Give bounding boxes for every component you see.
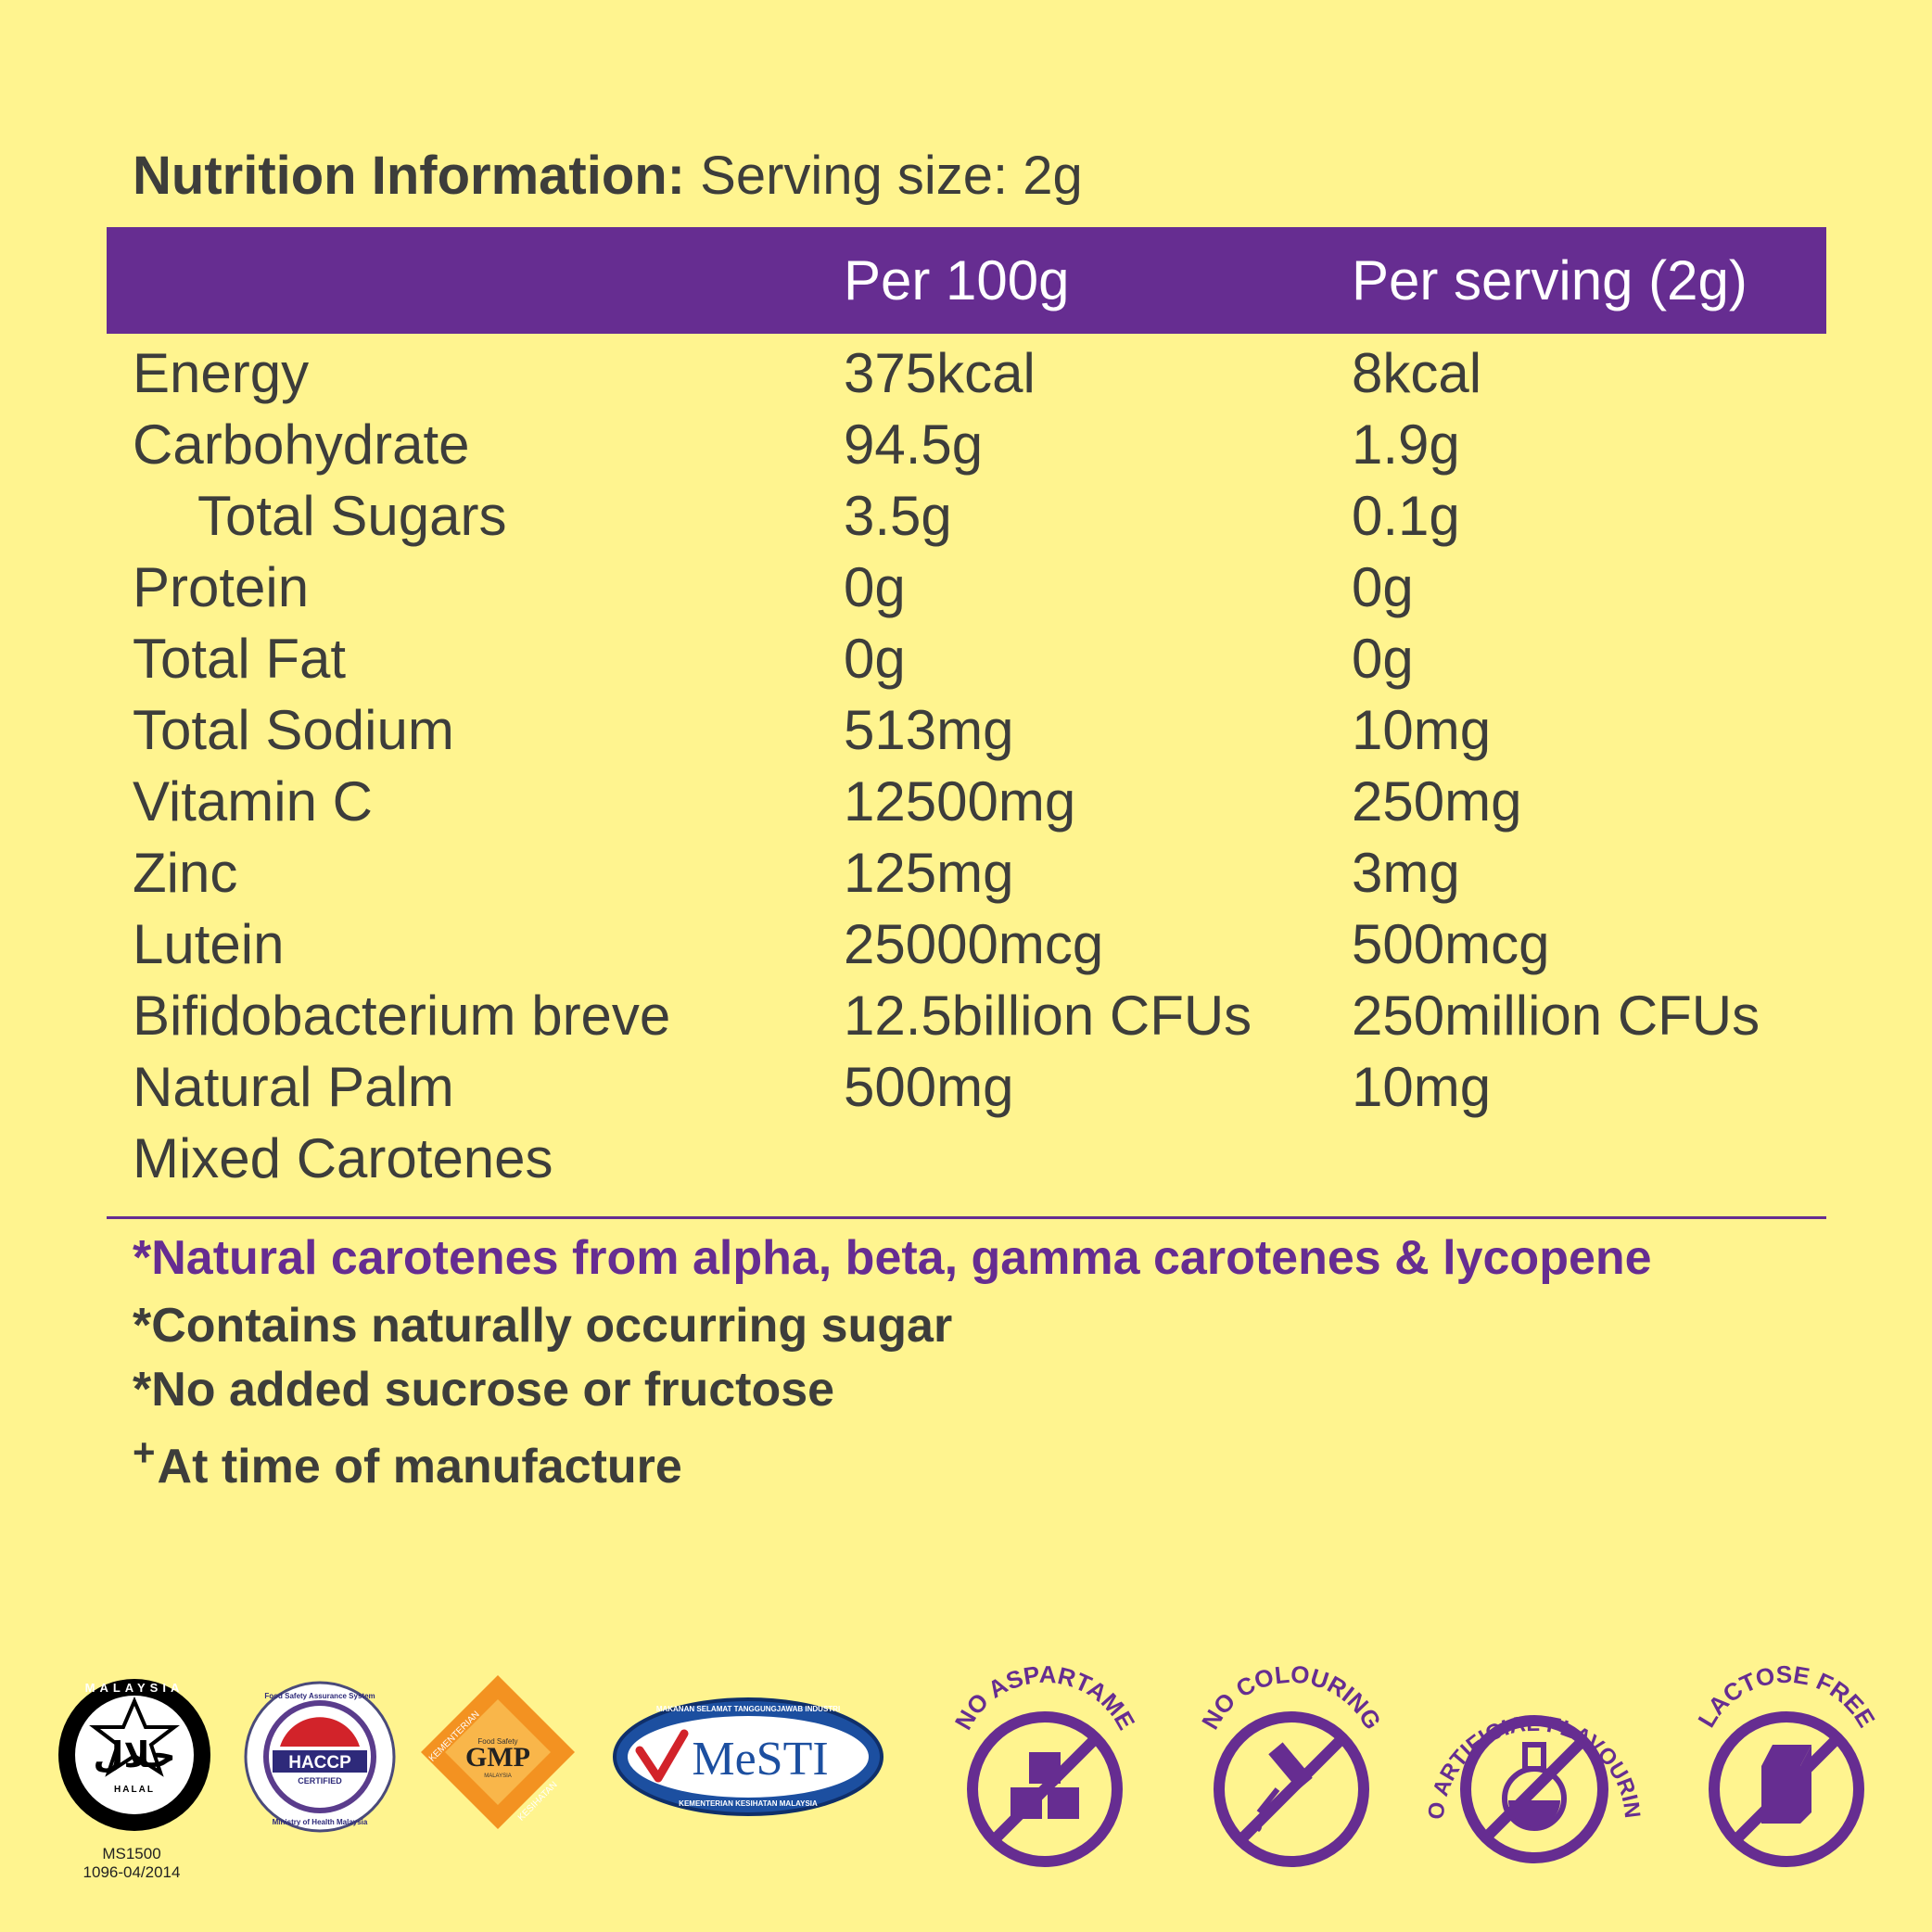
table-row: Lutein 25000mcg 500mcg bbox=[0, 909, 1932, 980]
gmp-small: Food Safety bbox=[477, 1737, 517, 1746]
note-manufacture-text: At time of manufacture bbox=[157, 1440, 682, 1493]
per-serving-value: 10mg bbox=[1352, 699, 1492, 761]
halal-code-1: MS1500 bbox=[102, 1845, 161, 1862]
per-100g-value: 12500mg bbox=[844, 770, 1076, 833]
per-serving-value: 0g bbox=[1352, 556, 1414, 618]
table-row: Energy 375kcal 8kcal bbox=[0, 337, 1932, 409]
svg-text:NO ASPARTAME: NO ASPARTAME bbox=[949, 1660, 1140, 1735]
per-100g-value: 375kcal bbox=[844, 342, 1036, 404]
halal-code-2: 1096-04/2014 bbox=[83, 1863, 181, 1881]
halal-arabic: حلال bbox=[93, 1735, 175, 1775]
badge-no-artificial-flavouring: NO ARTIFICIAL FLAVOURING bbox=[1423, 1659, 1645, 1863]
header-per-serving: Per serving (2g) bbox=[1352, 249, 1748, 311]
mesti-bottom-text: KEMENTERIAN KESIHATAN MALAYSIA bbox=[679, 1799, 818, 1808]
per-100g-value: 125mg bbox=[844, 842, 1014, 904]
per-100g-value: 3.5g bbox=[844, 485, 952, 547]
title-serving-size: Serving size: 2g bbox=[685, 146, 1083, 206]
badge-lactose-free: LACTOSE FREE bbox=[1692, 1660, 1881, 1867]
haccp-sub: CERTIFIED bbox=[298, 1776, 342, 1786]
milk-carton-icon bbox=[1761, 1745, 1811, 1824]
table-divider bbox=[107, 1216, 1826, 1219]
mesti-label: MeSTI bbox=[692, 1733, 828, 1786]
per-100g-value: 513mg bbox=[844, 699, 1014, 761]
table-row: Total Sodium 513mg 10mg bbox=[0, 694, 1932, 766]
per-serving-value: 0g bbox=[1352, 628, 1414, 690]
nutrient-name: Bifidobacterium breve bbox=[133, 985, 671, 1047]
table-row: Vitamin C 12500mg 250mg bbox=[0, 766, 1932, 837]
nutrition-title: Nutrition Information: Serving size: 2g bbox=[133, 139, 1083, 213]
per-100g-value: 94.5g bbox=[844, 413, 984, 476]
nutrient-name: Total Sodium bbox=[133, 699, 454, 761]
gmp-country: MALAYSIA bbox=[484, 1773, 512, 1779]
per-serving-value: 8kcal bbox=[1352, 342, 1482, 404]
nutrient-name: Total Fat bbox=[133, 628, 347, 690]
haccp-label: HACCP bbox=[288, 1753, 351, 1773]
per-serving-value: 500mcg bbox=[1352, 913, 1550, 975]
per-serving-value: 0.1g bbox=[1352, 485, 1460, 547]
nutrient-name: Zinc bbox=[133, 842, 238, 904]
table-header: Per 100g Per serving (2g) bbox=[107, 227, 1826, 334]
note-carotenes: *Natural carotenes from alpha, beta, gam… bbox=[133, 1231, 1652, 1285]
per-100g-value: 25000mcg bbox=[844, 913, 1104, 975]
halal-top-text: MALAYSIA bbox=[85, 1681, 184, 1695]
nutrient-name: Carbohydrate bbox=[133, 413, 470, 476]
per-serving-value: 3mg bbox=[1352, 842, 1460, 904]
per-100g-value: 12.5billion CFUs bbox=[844, 985, 1252, 1047]
title-bold: Nutrition Information: bbox=[133, 146, 686, 206]
plus-mark: + bbox=[133, 1430, 156, 1474]
nutrient-name: Lutein bbox=[133, 913, 285, 975]
haccp-ring-bottom: Ministry of Health Malaysia bbox=[273, 1818, 368, 1826]
gmp-label: GMP bbox=[465, 1742, 530, 1773]
badge-label: NO COLOURING bbox=[1196, 1660, 1387, 1735]
table-row: Total Sugars 3.5g 0.1g bbox=[0, 480, 1932, 552]
table-row: Zinc 125mg 3mg bbox=[0, 837, 1932, 909]
per-100g-value: 0g bbox=[844, 556, 906, 618]
table-row: Total Fat 0g 0g bbox=[0, 623, 1932, 694]
badge-label: NO ASPARTAME bbox=[949, 1660, 1140, 1735]
note-no-sucrose: *No added sucrose or fructose bbox=[133, 1363, 835, 1417]
table-row: Bifidobacterium breve 12.5billion CFUs 2… bbox=[0, 980, 1932, 1051]
per-serving-value: 10mg bbox=[1352, 1056, 1492, 1118]
mesti-logo: MeSTI MAKANAN SELAMAT TANGGUNGJAWAB INDU… bbox=[613, 1697, 883, 1816]
header-per-100g: Per 100g bbox=[844, 249, 1070, 311]
nutrient-name: Vitamin C bbox=[133, 770, 373, 833]
halal-bottom-text: HALAL bbox=[114, 1785, 155, 1795]
nutrient-name: Mixed Carotenes bbox=[133, 1127, 553, 1189]
nutrient-name: Energy bbox=[133, 342, 310, 404]
haccp-ring-top: Food Safety Assurance System bbox=[264, 1692, 375, 1700]
per-serving-value: 250mg bbox=[1352, 770, 1522, 833]
per-100g-value: 0g bbox=[844, 628, 906, 690]
table-row: Carbohydrate 94.5g 1.9g bbox=[0, 409, 1932, 480]
per-serving-value: 250million CFUs bbox=[1352, 985, 1760, 1047]
per-100g-value: 500mg bbox=[844, 1056, 1014, 1118]
haccp-logo: HACCP CERTIFIED Food Safety Assurance Sy… bbox=[244, 1681, 396, 1833]
nutrient-name: Protein bbox=[133, 556, 310, 618]
note-natural-sugar: *Contains naturally occurring sugar bbox=[133, 1299, 953, 1353]
halal-logo: MALAYSIA حلال HALAL bbox=[58, 1679, 210, 1831]
table-row: Natural Palm 500mg 10mg bbox=[0, 1051, 1932, 1123]
table-row: Protein 0g 0g bbox=[0, 552, 1932, 623]
table-row: Mixed Carotenes bbox=[0, 1123, 1932, 1194]
nutrient-name: Total Sugars bbox=[197, 485, 507, 547]
gmp-logo: Food Safety GMP MALAYSIA KEMENTERIAN KES… bbox=[421, 1675, 575, 1829]
nutrient-name: Natural Palm bbox=[133, 1056, 454, 1118]
svg-text:NO COLOURING: NO COLOURING bbox=[1196, 1660, 1387, 1735]
badge-no-aspartame: NO ASPARTAME bbox=[949, 1660, 1140, 1867]
note-manufacture: +At time of manufacture bbox=[133, 1423, 682, 1496]
badge-no-colouring: NO COLOURING bbox=[1196, 1660, 1387, 1867]
per-serving-value: 1.9g bbox=[1352, 413, 1460, 476]
mesti-top-text: MAKANAN SELAMAT TANGGUNGJAWAB INDUSTRI bbox=[656, 1705, 840, 1713]
nutrition-table: Energy 375kcal 8kcal Carbohydrate 94.5g … bbox=[0, 337, 1932, 1194]
